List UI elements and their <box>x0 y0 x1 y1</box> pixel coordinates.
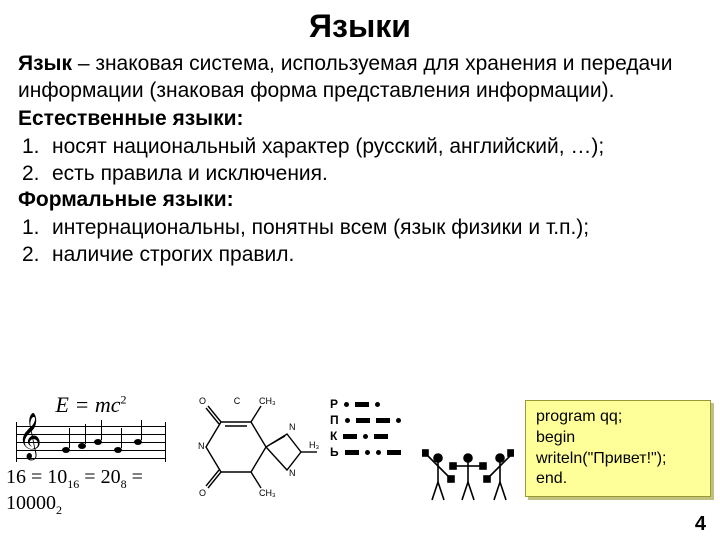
physics-formula: E = mc2 <box>56 392 127 418</box>
semaphore-figures-icon <box>422 448 514 508</box>
formal-item-1: 1.интернациональны, понятны всем (язык ф… <box>18 215 702 242</box>
morse-row-r: Р <box>330 397 380 411</box>
svg-text:N: N <box>289 468 296 478</box>
pascal-code-box: program qq; begin writeln("Привет!"); en… <box>525 400 711 497</box>
semaphore-column <box>420 392 516 508</box>
definition-text: – знаковая система, используемая для хра… <box>18 52 672 102</box>
morse-row-k: К <box>330 429 388 443</box>
term-yazyk: Язык <box>18 52 72 75</box>
physics-music-column: E = mc2 𝄞 16 = 1016 = 208 = 100002 <box>6 392 176 518</box>
code-line-4: end. <box>536 469 700 490</box>
music-staff: 𝄞 <box>16 422 166 462</box>
formal-heading: Формальные языки: <box>18 187 702 214</box>
code-line-2: begin <box>536 428 700 449</box>
morse-row-p: П <box>330 413 401 427</box>
number-bases-eq: 16 = 1016 = 208 = 100002 <box>6 466 176 518</box>
natural-item-1: 1.носят национальный характер (русский, … <box>18 134 702 161</box>
svg-text:O: O <box>199 396 206 406</box>
svg-text:N: N <box>198 441 205 451</box>
slide-title: Языки <box>0 0 720 51</box>
molecule-column: O O C CH₃ CH₃ N N N H₃ <box>176 392 330 502</box>
svg-text:CH₃: CH₃ <box>259 488 276 498</box>
svg-text:H₃: H₃ <box>309 440 319 450</box>
page-number: 4 <box>695 513 706 536</box>
svg-text:N: N <box>289 422 296 432</box>
natural-heading: Естественные языки: <box>18 106 702 133</box>
body-text: Язык – знаковая система, используемая дл… <box>0 51 720 269</box>
treble-clef-icon: 𝄞 <box>18 416 42 456</box>
morse-row-soft: Ь <box>330 445 401 459</box>
svg-text:CH₃: CH₃ <box>259 396 276 406</box>
code-line-1: program qq; <box>536 407 700 428</box>
morse-column: Р П К Ь <box>330 392 420 460</box>
formal-item-2: 2.наличие строгих правил. <box>18 242 702 269</box>
caffeine-molecule-icon: O O C CH₃ CH₃ N N N H₃ <box>183 392 323 502</box>
code-column: program qq; begin writeln("Привет!"); en… <box>516 392 714 497</box>
svg-text:O: O <box>199 488 206 498</box>
natural-item-2: 2.есть правила и исключения. <box>18 161 702 188</box>
figures-row: E = mc2 𝄞 16 = 1016 = 208 = 100002 <box>6 392 714 540</box>
code-line-3: writeln("Привет!"); <box>536 449 700 470</box>
svg-text:C: C <box>234 396 241 406</box>
